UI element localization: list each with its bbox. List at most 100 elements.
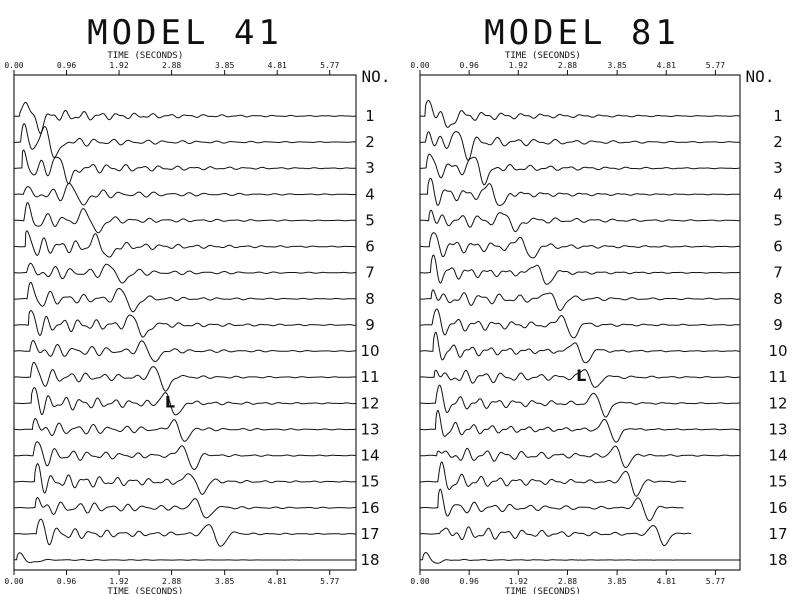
trace-number-label: 11 — [360, 368, 379, 386]
trace-number-label: 6 — [773, 238, 783, 256]
seismogram-trace — [419, 209, 740, 233]
plot-frame — [419, 74, 741, 571]
seismogram-trace — [419, 177, 740, 206]
trace-number-label: 9 — [365, 316, 375, 334]
trace-number-label: 12 — [360, 394, 379, 412]
seismogram-trace — [419, 384, 740, 418]
seismogram-trace — [13, 262, 356, 284]
bottom-tick-label: 5.77 — [320, 577, 339, 586]
top-tick-label: 0.00 — [410, 61, 429, 70]
top-tick-label: 3.85 — [607, 61, 626, 70]
bottom-tick-label: 1.92 — [509, 577, 528, 586]
trace-number-label: 13 — [768, 420, 787, 438]
chart-title: MODEL 81 — [484, 13, 680, 53]
seismogram-trace — [14, 310, 356, 338]
seismogram-trace — [13, 387, 356, 416]
bottom-tick-label: 0.96 — [460, 577, 479, 586]
seismogram-trace — [419, 153, 740, 186]
trace-number-label: 17 — [360, 525, 379, 543]
trace-number-label: 2 — [365, 133, 375, 151]
trace-number-label: 10 — [360, 342, 379, 360]
seismogram-trace — [13, 101, 356, 134]
top-tick-label: 2.88 — [558, 61, 577, 70]
trace-number-label: 10 — [768, 342, 787, 360]
trace-number-label: 11 — [768, 368, 787, 386]
phase-marker-label: L — [576, 366, 586, 385]
top-tick-label: 3.85 — [215, 61, 234, 70]
bottom-tick-label: 2.88 — [162, 577, 181, 586]
bottom-tick-label: 3.85 — [607, 577, 626, 586]
bottom-tick-label: 5.77 — [706, 577, 725, 586]
seismogram-trace — [14, 281, 356, 313]
trace-number-label: 8 — [773, 290, 783, 308]
trace-number-label: 1 — [773, 107, 783, 125]
seismogram-trace — [420, 369, 740, 388]
top-tick-label: 5.77 — [706, 61, 725, 70]
top-tick-label: 2.88 — [162, 61, 181, 70]
trace-number-label: 7 — [773, 264, 783, 282]
seismogram-trace — [420, 409, 740, 443]
trace-number-label: 5 — [773, 211, 783, 229]
trace-number-label: 4 — [365, 185, 375, 203]
trace-number-label: 7 — [365, 264, 375, 282]
trace-number-label: 8 — [365, 290, 375, 308]
seismogram-trace — [13, 149, 356, 185]
trace-number-label: 15 — [768, 473, 787, 491]
seismogram-trace — [13, 182, 356, 206]
trace-number-label: 4 — [773, 185, 783, 203]
seismogram-trace — [14, 418, 356, 442]
seismogram-trace — [420, 488, 684, 522]
trace-number-label: 3 — [365, 159, 375, 177]
seismogram-trace — [13, 230, 356, 258]
seismogram-trace — [420, 525, 692, 547]
trace-number-label: 18 — [768, 551, 787, 569]
trace-number-label: 9 — [773, 316, 783, 334]
seismogram-trace — [13, 202, 356, 234]
seismogram-trace — [419, 331, 740, 364]
bottom-tick-label: 4.81 — [657, 577, 676, 586]
trace-number-label: 5 — [365, 211, 375, 229]
trace-number-label: 15 — [360, 473, 379, 491]
model-81-panel: MODEL 81 0.00 0.00 0.96 0.96 1.92 1.92 2.88 2.88… — [410, 13, 787, 594]
seismogram-trace — [419, 445, 740, 468]
top-tick-label: 0.00 — [4, 61, 23, 70]
top-tick-label: 4.81 — [657, 61, 676, 70]
x-axis-title: TIME (SECONDS) — [107, 587, 183, 594]
trace-number-label: 18 — [360, 551, 379, 569]
seismogram-trace — [14, 497, 356, 519]
bottom-tick-label: 4.81 — [268, 577, 287, 586]
bottom-tick-label: 0.00 — [410, 577, 429, 586]
top-tick-label: 4.81 — [268, 61, 287, 70]
seismogram-trace — [13, 340, 356, 362]
seismogram-trace — [14, 552, 356, 563]
trace-number-label: 17 — [768, 525, 787, 543]
bottom-tick-label: 1.92 — [109, 577, 128, 586]
trace-number-label: 12 — [768, 394, 787, 412]
trace-number-label: 16 — [768, 499, 787, 517]
seismogram-trace — [420, 289, 740, 312]
trace-number-header: NO. — [746, 67, 775, 86]
bottom-tick-label: 0.96 — [57, 577, 76, 586]
top-tick-label: 0.96 — [57, 61, 76, 70]
seismogram-trace — [13, 441, 356, 470]
top-tick-label: 0.96 — [460, 61, 479, 70]
trace-number-label: 6 — [365, 238, 375, 256]
seismogram-trace — [420, 461, 686, 497]
seismogram-trace — [419, 254, 740, 285]
trace-number-label: 2 — [773, 133, 783, 151]
trace-number-label: 14 — [768, 447, 787, 465]
seismogram-trace — [14, 518, 356, 547]
bottom-tick-label: 0.00 — [4, 577, 23, 586]
trace-number-label: 13 — [360, 420, 379, 438]
trace-number-label: 16 — [360, 499, 379, 517]
plot-frame — [13, 74, 357, 571]
top-tick-label: 1.92 — [109, 61, 128, 70]
bottom-tick-label: 2.88 — [558, 577, 577, 586]
seismogram-trace — [419, 232, 740, 259]
seismogram-trace — [420, 552, 740, 564]
seismogram-trace — [14, 361, 356, 392]
trace-number-label: 3 — [773, 159, 783, 177]
x-axis-title: TIME (SECONDS) — [505, 587, 581, 594]
bottom-tick-label: 3.85 — [215, 577, 234, 586]
